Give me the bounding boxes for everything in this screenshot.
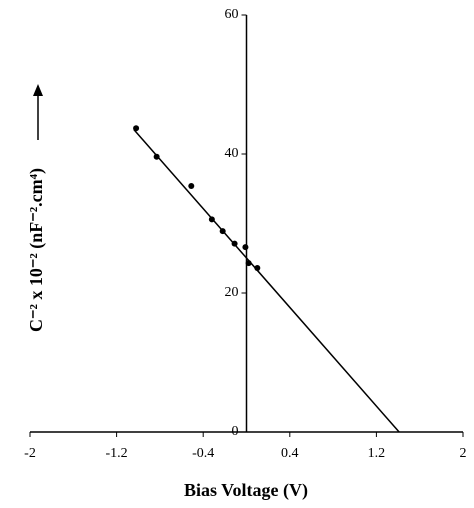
y-tick-label: 40 <box>225 146 239 161</box>
x-tick-label: 1.2 <box>368 446 386 461</box>
x-axis-label: Bias Voltage (V) <box>184 480 308 501</box>
data-point <box>208 216 215 223</box>
x-tick-label: 0.4 <box>281 446 299 461</box>
x-tick-label: -2 <box>24 446 36 461</box>
data-point <box>254 264 261 271</box>
x-tick-label: -1.2 <box>106 446 128 461</box>
y-axis-label: C⁻² x 10⁻² (nF⁻².cm⁴) <box>26 168 47 332</box>
data-point <box>245 260 252 267</box>
data-point <box>231 240 238 247</box>
y-label-arrow <box>33 84 43 140</box>
data-point <box>188 182 195 189</box>
y-tick-label: 60 <box>225 7 239 22</box>
y-tick-label: 20 <box>225 285 239 300</box>
data-point <box>242 244 249 251</box>
x-tick-label: -0.4 <box>192 446 214 461</box>
x-tick-label: 2 <box>460 446 467 461</box>
data-point <box>153 153 160 160</box>
data-point <box>133 125 140 132</box>
data-point <box>219 228 226 235</box>
y-tick-label: 0 <box>232 424 239 439</box>
fit-line <box>133 129 400 433</box>
